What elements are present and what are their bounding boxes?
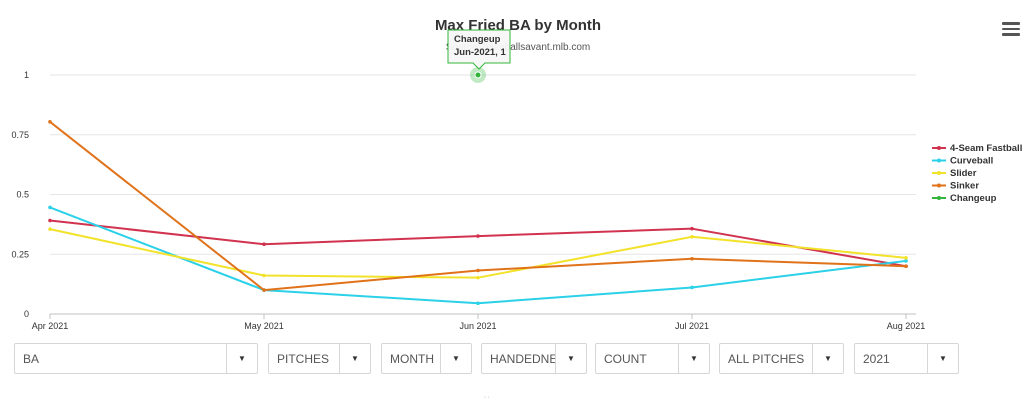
data-point: [262, 242, 266, 247]
x-tick-label: Jul 2021: [675, 321, 709, 331]
data-point: [476, 268, 480, 273]
series-line: [49, 219, 907, 268]
data-point: [904, 259, 908, 263]
data-point: [48, 227, 52, 231]
legend-marker: [937, 196, 941, 200]
legend-label: Slider: [950, 168, 977, 179]
chart-subtitle: Source: baseballsavant.mlb.com: [446, 42, 591, 53]
legend-label: Curveball: [950, 156, 993, 167]
x-tick-label: Apr 2021: [32, 321, 69, 331]
stat-select-value: BA: [23, 351, 40, 366]
data-point: [690, 285, 694, 290]
data-point: [48, 218, 52, 223]
caret-down-icon: ▼: [339, 344, 370, 373]
month-select-value: MONTH: [390, 351, 434, 366]
y-tick-label: 0.75: [11, 130, 29, 140]
tooltip-box: [447, 29, 511, 70]
data-point: [476, 234, 480, 238]
handedness-select-value: HANDEDNESS: [490, 351, 555, 366]
year-select[interactable]: 2021 ▼: [854, 343, 959, 374]
pitches-select[interactable]: PITCHES ▼: [268, 343, 371, 374]
count-select[interactable]: COUNT ▼: [595, 343, 710, 374]
data-point: [262, 288, 266, 292]
handedness-select[interactable]: HANDEDNESS ▼: [481, 343, 587, 374]
data-point: [476, 301, 480, 306]
caret-down-icon: ▼: [226, 344, 257, 373]
tooltip-series: Changeup: [454, 34, 501, 45]
x-tick-label: May 2021: [244, 321, 284, 331]
data-point: [690, 256, 694, 261]
legend-marker: [937, 146, 941, 150]
data-point: [48, 205, 52, 210]
pitches-select-value: PITCHES: [277, 351, 330, 366]
month-select[interactable]: MONTH ▼: [381, 343, 472, 374]
bottom-decoration: ∙ ∙: [484, 394, 490, 401]
legend-label: 4-Seam Fastball: [950, 143, 1022, 154]
caret-down-icon: ▼: [440, 344, 471, 373]
legend-label: Changeup: [950, 193, 997, 204]
data-point: [476, 275, 480, 280]
x-tick-label: Aug 2021: [887, 321, 926, 331]
chart-menu-icon[interactable]: [1002, 22, 1020, 38]
pitch-type-select[interactable]: ALL PITCHES ▼: [719, 343, 844, 374]
data-point: [48, 120, 52, 124]
legend-marker: [937, 158, 941, 163]
legend-label: Sinker: [950, 181, 979, 192]
y-tick-label: 0.5: [16, 190, 29, 200]
year-select-value: 2021: [863, 351, 890, 366]
data-point: [690, 235, 694, 239]
data-point: [904, 256, 908, 260]
series-line: [49, 121, 907, 292]
caret-down-icon: ▼: [812, 344, 843, 373]
pitch-type-select-value: ALL PITCHES: [728, 351, 805, 366]
y-tick-label: 0.25: [11, 249, 29, 259]
y-tick-label: 1: [24, 70, 29, 80]
count-select-value: COUNT: [604, 351, 647, 366]
caret-down-icon: ▼: [927, 344, 958, 373]
stat-select[interactable]: BA ▼: [14, 343, 258, 374]
x-tick-label: Jun 2021: [459, 321, 496, 331]
legend-marker: [937, 171, 941, 175]
legend-marker: [937, 183, 941, 188]
hover-point: [474, 71, 482, 79]
data-point: [904, 264, 908, 269]
caret-down-icon: ▼: [678, 344, 709, 373]
data-point: [262, 273, 266, 278]
data-point: [690, 226, 694, 231]
caret-down-icon: ▼: [555, 344, 586, 373]
tooltip-value: Jun-2021, 1: [454, 47, 506, 58]
y-tick-label: 0: [24, 309, 29, 319]
